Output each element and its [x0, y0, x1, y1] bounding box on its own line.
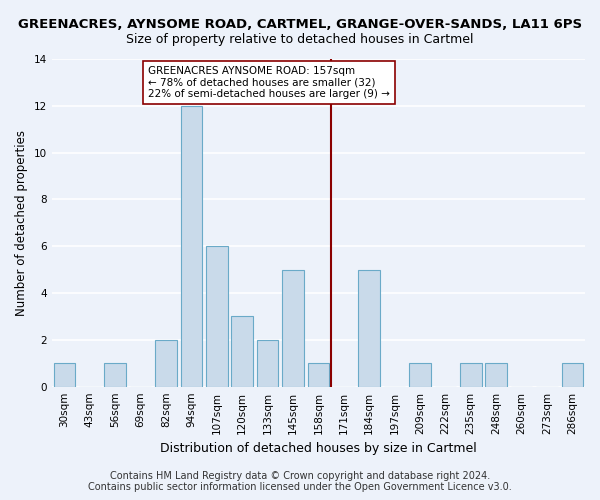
- Bar: [155, 340, 177, 386]
- Bar: [460, 364, 482, 386]
- Bar: [257, 340, 278, 386]
- Text: GREENACRES AYNSOME ROAD: 157sqm
← 78% of detached houses are smaller (32)
22% of: GREENACRES AYNSOME ROAD: 157sqm ← 78% of…: [148, 66, 390, 99]
- Bar: [232, 316, 253, 386]
- Bar: [282, 270, 304, 386]
- Bar: [485, 364, 507, 386]
- Text: Size of property relative to detached houses in Cartmel: Size of property relative to detached ho…: [126, 32, 474, 46]
- Bar: [104, 364, 126, 386]
- Bar: [358, 270, 380, 386]
- Bar: [181, 106, 202, 386]
- Bar: [562, 364, 583, 386]
- Y-axis label: Number of detached properties: Number of detached properties: [15, 130, 28, 316]
- X-axis label: Distribution of detached houses by size in Cartmel: Distribution of detached houses by size …: [160, 442, 477, 455]
- Bar: [308, 364, 329, 386]
- Text: GREENACRES, AYNSOME ROAD, CARTMEL, GRANGE-OVER-SANDS, LA11 6PS: GREENACRES, AYNSOME ROAD, CARTMEL, GRANG…: [18, 18, 582, 30]
- Bar: [53, 364, 75, 386]
- Text: Contains HM Land Registry data © Crown copyright and database right 2024.
Contai: Contains HM Land Registry data © Crown c…: [88, 471, 512, 492]
- Bar: [409, 364, 431, 386]
- Bar: [206, 246, 227, 386]
